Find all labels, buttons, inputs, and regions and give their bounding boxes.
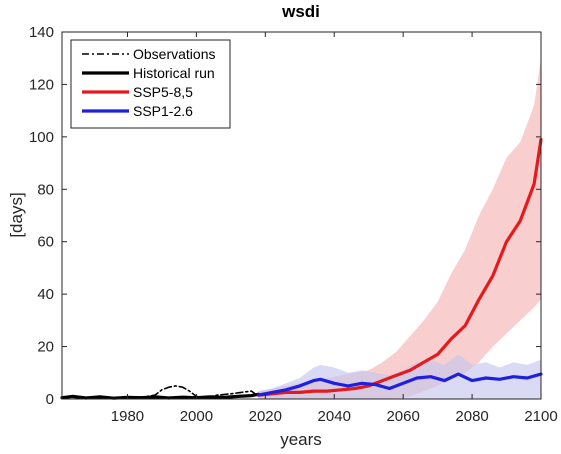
- y-axis: 0 20 40 60 80 100 120 140: [29, 24, 541, 408]
- legend-label: SSP1-2.6: [133, 103, 193, 119]
- line-series-1: [60, 392, 260, 400]
- plot-frame: [61, 31, 542, 400]
- x-tick-label: 2100: [524, 408, 557, 425]
- x-tick-label: 1980: [111, 408, 144, 425]
- y-tick-label: 0: [46, 391, 54, 408]
- y-tick-label: 120: [29, 76, 54, 93]
- chart-title: wsdi: [281, 2, 320, 21]
- line-series-3: [256, 372, 543, 397]
- legend-label: Observations: [133, 46, 215, 62]
- legend-label: Historical run: [133, 65, 215, 81]
- x-tick-label: 2020: [249, 408, 282, 425]
- line-series-2: [256, 137, 543, 397]
- x-axis-label: years: [280, 430, 322, 449]
- y-axis-label: [days]: [7, 192, 26, 237]
- y-tick-label: 80: [37, 181, 54, 198]
- x-tick-label: 2040: [318, 408, 351, 425]
- x-tick-label: 2080: [455, 408, 488, 425]
- y-tick-label: 40: [37, 286, 54, 303]
- band-series-3: [258, 354, 541, 399]
- legend-label: SSP5-8,5: [133, 84, 193, 100]
- y-tick-label: 140: [29, 24, 54, 41]
- y-tick-label: 100: [29, 129, 54, 146]
- x-axis: 1980 2000 2020 2040 2060 2080 2100: [111, 32, 558, 425]
- legend: Observations Historical run SSP5-8,5 SSP1-2…: [70, 39, 231, 129]
- y-tick-label: 20: [37, 339, 54, 356]
- y-tick-label: 60: [37, 234, 54, 251]
- x-tick-label: 2000: [180, 408, 213, 425]
- series-lines: [60, 137, 543, 400]
- x-tick-label: 2060: [386, 408, 419, 425]
